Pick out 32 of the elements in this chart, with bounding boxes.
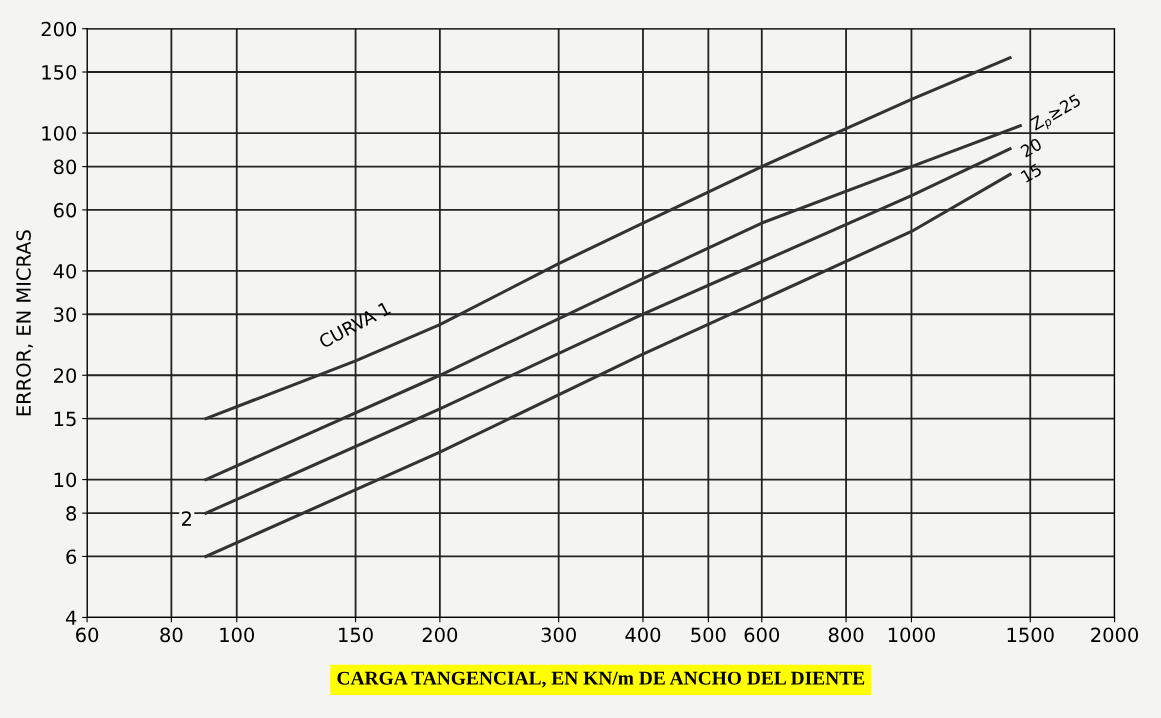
y-tick-label: 4 [65,610,77,625]
x-tick-label: 200 [422,627,458,643]
x-tick-label: 1000 [888,627,935,643]
x-tick-label: 800 [828,627,864,643]
x-axis-title: CARGA TANGENCIAL, EN KN/m DE ANCHO DEL DIENTE [337,671,865,688]
y-tick-label: 30 [54,307,77,322]
text: Z$_{p}$≥25 [1029,93,1084,135]
y-tick-label: 100 [42,125,77,141]
y-tick-label: 60 [53,202,77,218]
y-tick-label: 200 [41,21,77,37]
y-tick-label: 6 [66,549,77,565]
x-tick-label: 1500 [1007,627,1054,643]
y-tick-label: 8 [66,506,77,521]
x-tick-label: 300 [541,627,576,643]
annotation: 2 [181,511,191,526]
x-tick-label: 60 [76,627,99,643]
y-tick-label: 150 [42,64,77,80]
x-tick-label: 150 [339,627,373,643]
y-axis-title: ERROR, EN MICRAS [16,230,33,416]
x-tick-label: 500 [691,627,726,643]
x-tick-label: 80 [160,627,183,643]
x-tick-label: 2000 [1091,627,1139,643]
text: 20 [1019,137,1043,158]
y-tick-label: 40 [53,263,77,279]
y-tick-label: 20 [54,368,77,383]
y-tick-label: 10 [54,472,77,488]
y-tick-label: 80 [53,159,77,175]
x-tick-label: 600 [744,627,780,643]
y-tick-label: 15 [54,411,76,427]
text: 15 [1020,163,1043,183]
x-tick-label: 400 [625,627,661,643]
x-tick-label: 100 [220,627,255,643]
